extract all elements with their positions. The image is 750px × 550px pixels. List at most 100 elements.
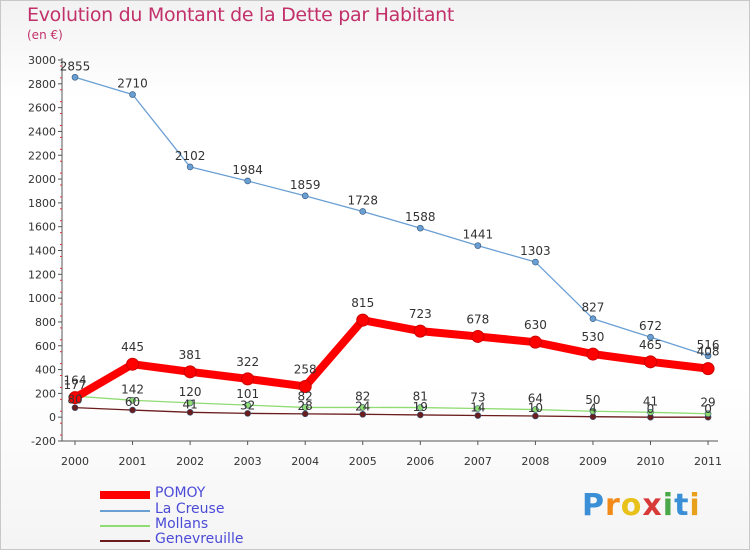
data-label-pomoy: 258 [294, 362, 317, 376]
legend-label-genevreuille: Genevreuille [155, 531, 244, 547]
data-label-genevreuille: 28 [298, 399, 313, 413]
y-tick-label: 2000 [28, 173, 56, 186]
x-tick-label: 2006 [406, 455, 434, 468]
data-label-mollans: 73 [470, 390, 485, 404]
series-line-la-creuse [74, 76, 709, 357]
data-label-mollans: 120 [179, 385, 202, 399]
data-label-la-creuse: 516 [697, 338, 720, 352]
data-point-pomoy [413, 324, 427, 338]
data-label-pomoy: 630 [524, 318, 547, 332]
data-label-la-creuse: 2855 [60, 59, 91, 73]
data-point-mollans [589, 407, 597, 415]
legend-label-mollans: Mollans [155, 516, 209, 532]
data-label-mollans: 82 [355, 389, 370, 403]
data-point-la-creuse [186, 163, 194, 171]
x-tick-label: 2003 [234, 455, 262, 468]
data-point-la-creuse [704, 352, 712, 360]
data-label-genevreuille: 41 [182, 397, 197, 411]
data-point-mollans [416, 404, 424, 411]
chart-title: Evolution du Montant de la Dette par Hab… [27, 4, 455, 26]
data-label-la-creuse: 1588 [405, 210, 436, 224]
data-label-mollans: 142 [121, 382, 144, 396]
x-tick-label: 2004 [291, 455, 319, 468]
logo-letter: o [620, 488, 643, 523]
data-label-pomoy: 723 [409, 307, 432, 321]
series-line-genevreuille [74, 407, 709, 418]
data-label-mollans: 81 [413, 390, 428, 404]
data-label-genevreuille: 14 [470, 401, 485, 415]
data-point-la-creuse [589, 315, 597, 323]
data-point-mollans [129, 396, 136, 404]
x-tick-label: 2002 [176, 455, 204, 468]
y-tick-label: 2600 [28, 102, 56, 115]
data-label-mollans: 177 [64, 378, 87, 392]
y-tick-label: 1000 [28, 292, 56, 305]
data-label-pomoy: 678 [466, 312, 489, 326]
data-point-pomoy [701, 362, 715, 376]
data-label-la-creuse: 1728 [347, 193, 378, 207]
y-tick-label: 2400 [28, 125, 56, 138]
data-label-genevreuille: 19 [413, 400, 428, 414]
data-label-pomoy: 530 [581, 330, 604, 344]
data-point-genevreuille [416, 411, 424, 419]
y-tick-label: 2800 [28, 78, 56, 91]
data-label-pomoy: 381 [179, 348, 202, 362]
data-label-mollans: 82 [298, 389, 313, 403]
legend-label-la-creuse: La Creuse [155, 501, 225, 517]
data-point-pomoy [586, 347, 600, 361]
data-point-la-creuse [359, 208, 367, 215]
data-point-mollans [474, 405, 482, 412]
data-label-mollans: 64 [528, 392, 543, 406]
data-point-mollans [301, 404, 309, 411]
data-point-genevreuille [474, 412, 482, 419]
data-label-mollans: 50 [585, 393, 600, 407]
data-point-mollans [186, 399, 194, 407]
data-point-la-creuse [647, 333, 654, 341]
data-point-pomoy [126, 357, 140, 371]
data-label-mollans: 41 [643, 394, 658, 408]
data-point-mollans [532, 406, 539, 413]
data-label-la-creuse: 1303 [520, 244, 551, 258]
data-point-pomoy [241, 372, 255, 386]
data-point-genevreuille [186, 409, 194, 416]
x-tick-label: 2009 [579, 455, 607, 468]
y-tick-label: -200 [31, 435, 56, 448]
logo-letter: i [662, 488, 675, 523]
legend-swatch-mollans [100, 525, 150, 527]
data-label-genevreuille: 10 [528, 401, 543, 415]
data-point-la-creuse [301, 192, 309, 200]
data-label-pomoy: 408 [697, 345, 720, 359]
x-tick-label: 2005 [349, 455, 377, 468]
x-tick-label: 2000 [61, 455, 89, 468]
y-tick-label: 1400 [28, 245, 56, 258]
series-line-pomoy [71, 316, 713, 402]
data-label-genevreuille: 4 [589, 402, 597, 416]
legend-swatch-pomoy [100, 491, 150, 499]
y-tick-label: 200 [35, 387, 56, 400]
data-label-pomoy: 465 [639, 338, 662, 352]
data-point-la-creuse [532, 258, 539, 266]
y-tick-label: 1800 [28, 197, 56, 210]
data-point-mollans [244, 401, 251, 409]
data-point-la-creuse [474, 242, 482, 249]
data-point-la-creuse [129, 91, 136, 98]
data-label-genevreuille: 0 [704, 402, 712, 416]
y-tick-label: 800 [35, 316, 56, 329]
y-tick-label: 1200 [28, 268, 56, 281]
x-tick-label: 2007 [464, 455, 492, 468]
data-label-genevreuille: 60 [125, 395, 140, 409]
data-point-pomoy [471, 329, 485, 343]
data-label-la-creuse: 2102 [175, 149, 206, 163]
x-tick-label: 2001 [119, 455, 147, 468]
data-label-genevreuille: 24 [355, 399, 370, 413]
x-tick-label: 2010 [637, 455, 665, 468]
chart-subtitle: (en €) [27, 28, 63, 42]
legend-label-pomoy: POMOY [155, 485, 206, 501]
logo-letter: x [642, 488, 663, 523]
y-tick-label: 600 [35, 340, 56, 353]
x-tick-label: 2008 [521, 455, 549, 468]
data-point-genevreuille [301, 410, 309, 418]
y-tick-label: 1600 [28, 221, 56, 234]
data-label-la-creuse: 2710 [117, 77, 148, 91]
